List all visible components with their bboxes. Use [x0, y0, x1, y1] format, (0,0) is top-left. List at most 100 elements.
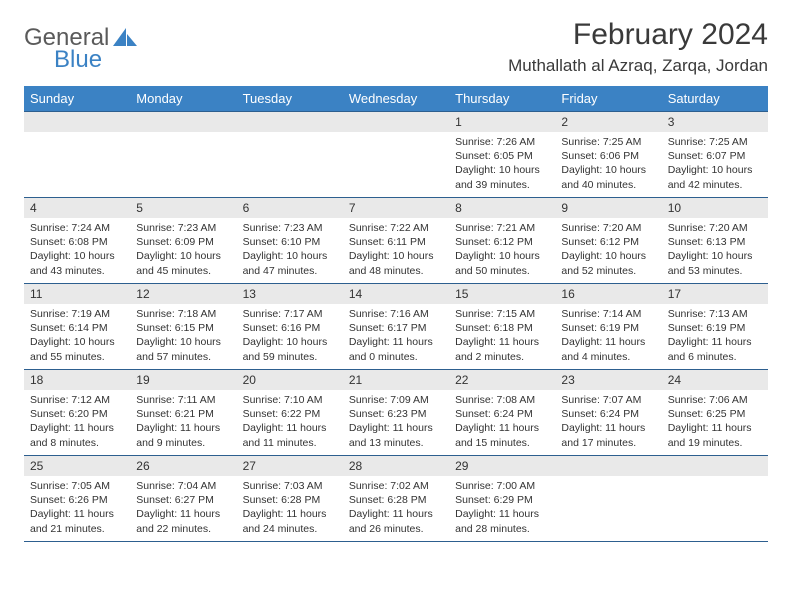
day-content: Sunrise: 7:24 AMSunset: 6:08 PMDaylight:… — [24, 218, 130, 282]
day-cell: 26Sunrise: 7:04 AMSunset: 6:27 PMDayligh… — [130, 456, 236, 542]
sail-icon — [113, 28, 139, 48]
sunset-text: Sunset: 6:06 PM — [561, 149, 655, 163]
day-content: Sunrise: 7:21 AMSunset: 6:12 PMDaylight:… — [449, 218, 555, 282]
sunrise-text: Sunrise: 7:20 AM — [561, 221, 655, 235]
daylight-text: and 2 minutes. — [455, 350, 549, 364]
day-number: 2 — [555, 112, 661, 132]
day-number: 28 — [343, 456, 449, 476]
sunset-text: Sunset: 6:12 PM — [455, 235, 549, 249]
daylight-text: and 6 minutes. — [668, 350, 762, 364]
day-cell: 28 Sunrise: 7:02 AMSunset: 6:28 PMDayligh… — [343, 456, 449, 542]
daylight-text: and 47 minutes. — [243, 264, 337, 278]
day-content: Sunrise: 7:15 AMSunset: 6:18 PMDaylight:… — [449, 304, 555, 368]
day-number: 5 — [130, 198, 236, 218]
empty-day-number — [555, 456, 661, 476]
sunrise-text: Sunrise: 7:23 AM — [243, 221, 337, 235]
sunrise-text: Sunrise: 7:15 AM — [455, 307, 549, 321]
empty-day-number — [343, 112, 449, 132]
day-number: 7 — [343, 198, 449, 218]
sunrise-text: Sunrise: 7:02 AM — [349, 479, 443, 493]
daylight-text: and 26 minutes. — [349, 522, 443, 536]
daylight-text: Daylight: 11 hours — [561, 421, 655, 435]
sunset-text: Sunset: 6:20 PM — [30, 407, 124, 421]
calendar-page: General February 2024 Blue Muthallath al… — [0, 0, 792, 554]
daylight-text: and 19 minutes. — [668, 436, 762, 450]
day-number: 11 — [24, 284, 130, 304]
day-content: Sunrise: 7:07 AMSunset: 6:24 PMDaylight:… — [555, 390, 661, 454]
sunrise-text: Sunrise: 7:17 AM — [243, 307, 337, 321]
day-cell: 7Sunrise: 7:22 AMSunset: 6:11 PMDaylight… — [343, 198, 449, 284]
daylight-text: and 24 minutes. — [243, 522, 337, 536]
empty-day-number — [130, 112, 236, 132]
sunrise-text: Sunrise: 7:19 AM — [30, 307, 124, 321]
weekday-header: Wednesday — [343, 86, 449, 112]
day-content: Sunrise: 7:10 AMSunset: 6:22 PMDaylight:… — [237, 390, 343, 454]
daylight-text: and 50 minutes. — [455, 264, 549, 278]
day-content: Sunrise: 7:05 AMSunset: 6:26 PMDaylight:… — [24, 476, 130, 540]
brand-part2: Blue — [24, 46, 102, 74]
day-content: Sunrise: 7:06 AMSunset: 6:25 PMDaylight:… — [662, 390, 768, 454]
day-number: 17 — [662, 284, 768, 304]
day-content: Sunrise: 7:12 AMSunset: 6:20 PMDaylight:… — [24, 390, 130, 454]
daylight-text: and 42 minutes. — [668, 178, 762, 192]
weekday-header: Saturday — [662, 86, 768, 112]
sunrise-text: Sunrise: 7:07 AM — [561, 393, 655, 407]
daylight-text: Daylight: 10 hours — [455, 163, 549, 177]
sunset-text: Sunset: 6:13 PM — [668, 235, 762, 249]
day-cell: 4Sunrise: 7:24 AMSunset: 6:08 PMDaylight… — [24, 198, 130, 284]
day-number: 13 — [237, 284, 343, 304]
daylight-text: and 52 minutes. — [561, 264, 655, 278]
daylight-text: and 39 minutes. — [455, 178, 549, 192]
daylight-text: and 45 minutes. — [136, 264, 230, 278]
daylight-text: and 21 minutes. — [30, 522, 124, 536]
day-cell: 13Sunrise: 7:17 AMSunset: 6:16 PMDayligh… — [237, 284, 343, 370]
sunset-text: Sunset: 6:10 PM — [243, 235, 337, 249]
daylight-text: Daylight: 11 hours — [455, 507, 549, 521]
sunrise-text: Sunrise: 7:26 AM — [455, 135, 549, 149]
day-content: Sunrise: 7:18 AMSunset: 6:15 PMDaylight:… — [130, 304, 236, 368]
day-number: 22 — [449, 370, 555, 390]
sunset-text: Sunset: 6:17 PM — [349, 321, 443, 335]
day-cell: 25Sunrise: 7:05 AMSunset: 6:26 PMDayligh… — [24, 456, 130, 542]
daylight-text: Daylight: 11 hours — [668, 421, 762, 435]
day-cell: 11Sunrise: 7:19 AMSunset: 6:14 PMDayligh… — [24, 284, 130, 370]
sunrise-text: Sunrise: 7:09 AM — [349, 393, 443, 407]
day-number: 27 — [237, 456, 343, 476]
daylight-text: and 28 minutes. — [455, 522, 549, 536]
weekday-header: Friday — [555, 86, 661, 112]
day-cell: 10Sunrise: 7:20 AMSunset: 6:13 PMDayligh… — [662, 198, 768, 284]
daylight-text: Daylight: 11 hours — [561, 335, 655, 349]
day-content: Sunrise: 7:03 AMSunset: 6:28 PMDaylight:… — [237, 476, 343, 540]
day-number: 4 — [24, 198, 130, 218]
sunrise-text: Sunrise: 7:16 AM — [349, 307, 443, 321]
sunset-text: Sunset: 6:05 PM — [455, 149, 549, 163]
day-cell: 18Sunrise: 7:12 AMSunset: 6:20 PMDayligh… — [24, 370, 130, 456]
daylight-text: and 53 minutes. — [668, 264, 762, 278]
daylight-text: Daylight: 11 hours — [30, 421, 124, 435]
sunset-text: Sunset: 6:16 PM — [243, 321, 337, 335]
daylight-text: and 15 minutes. — [455, 436, 549, 450]
sunrise-text: Sunrise: 7:22 AM — [349, 221, 443, 235]
sunset-text: Sunset: 6:14 PM — [30, 321, 124, 335]
day-content: Sunrise: 7:16 AMSunset: 6:17 PMDaylight:… — [343, 304, 449, 368]
day-content: Sunrise: 7:04 AMSunset: 6:27 PMDaylight:… — [130, 476, 236, 540]
sunset-text: Sunset: 6:07 PM — [668, 149, 762, 163]
sunset-text: Sunset: 6:24 PM — [455, 407, 549, 421]
day-cell: 6Sunrise: 7:23 AMSunset: 6:10 PMDaylight… — [237, 198, 343, 284]
day-cell: 3Sunrise: 7:25 AMSunset: 6:07 PMDaylight… — [662, 112, 768, 198]
week-row: 1Sunrise: 7:26 AMSunset: 6:05 PMDaylight… — [24, 112, 768, 198]
sunset-text: Sunset: 6:08 PM — [30, 235, 124, 249]
day-number: 14 — [343, 284, 449, 304]
week-row: 11 Sunrise: 7:19 AMSunset: 6:14 PM Dayligh… — [24, 284, 768, 370]
daylight-text: Daylight: 11 hours — [349, 507, 443, 521]
day-cell: 5Sunrise: 7:23 AMSunset: 6:09 PMDaylight… — [130, 198, 236, 284]
sunset-text: Sunset: 6:25 PM — [668, 407, 762, 421]
day-cell: 24Sunrise: 7:06 AMSunset: 6:25 PMDayligh… — [662, 370, 768, 456]
day-content: Sunrise: 7:00 AMSunset: 6:29 PMDaylight:… — [449, 476, 555, 540]
day-cell — [555, 456, 661, 542]
sunset-text: Sunset: 6:28 PM — [349, 493, 443, 507]
day-cell: 15Sunrise: 7:15 AMSunset: 6:18 PMDayligh… — [449, 284, 555, 370]
day-content: Sunrise: 7:09 AMSunset: 6:23 PMDaylight:… — [343, 390, 449, 454]
day-content: Sunrise: 7:26 AMSunset: 6:05 PMDaylight:… — [449, 132, 555, 196]
daylight-text: Daylight: 10 hours — [561, 249, 655, 263]
